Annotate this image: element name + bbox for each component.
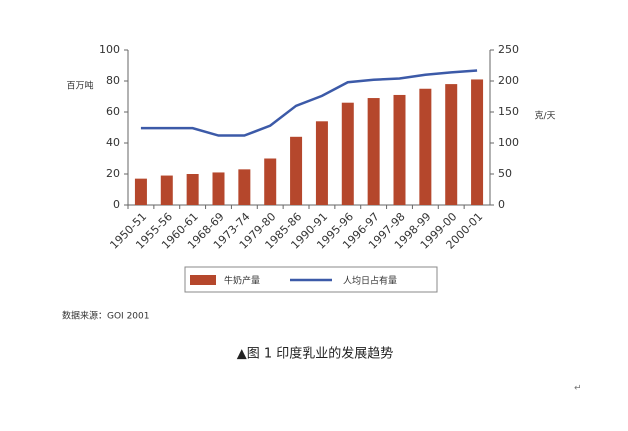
y-tick-label: 40 — [106, 136, 120, 149]
y-tick-label: 80 — [106, 74, 120, 87]
y2-tick-label: 250 — [498, 43, 519, 56]
source-note: 数据来源：GOI 2001 — [62, 310, 149, 322]
legend-swatch — [190, 275, 216, 285]
bar — [393, 94, 406, 205]
y2-tick-label: 50 — [498, 167, 512, 180]
y-tick-label: 100 — [99, 43, 120, 56]
caption: ▲图 1 印度乳业的发展趋势 — [237, 346, 394, 362]
bar — [212, 172, 225, 205]
bar — [238, 169, 251, 205]
line — [140, 69, 478, 137]
bar — [315, 121, 328, 205]
bar — [186, 174, 199, 205]
y-axis-label: 百万吨 — [66, 80, 93, 92]
y2-tick-label: 150 — [498, 105, 519, 118]
y-tick-label: 0 — [113, 198, 120, 211]
bar — [419, 88, 432, 205]
legend-label: 牛奶产量 — [224, 275, 260, 287]
bar — [367, 98, 380, 205]
y2-tick-label: 100 — [498, 136, 519, 149]
bar — [134, 178, 147, 205]
paragraph-mark: ↵ — [574, 384, 582, 394]
bar — [445, 84, 458, 205]
legend-label: 人均日占有量 — [343, 275, 397, 287]
y-tick-label: 60 — [106, 105, 120, 118]
y-tick-label: 20 — [106, 167, 120, 180]
y2-axis-label: 克/天 — [534, 111, 555, 122]
bar — [290, 136, 303, 205]
bar — [341, 102, 354, 205]
bar — [160, 175, 173, 205]
y2-tick-label: 0 — [498, 198, 505, 211]
legend-box — [184, 266, 438, 293]
bar — [471, 79, 484, 205]
bar — [264, 158, 277, 205]
y2-tick-label: 200 — [498, 74, 519, 87]
